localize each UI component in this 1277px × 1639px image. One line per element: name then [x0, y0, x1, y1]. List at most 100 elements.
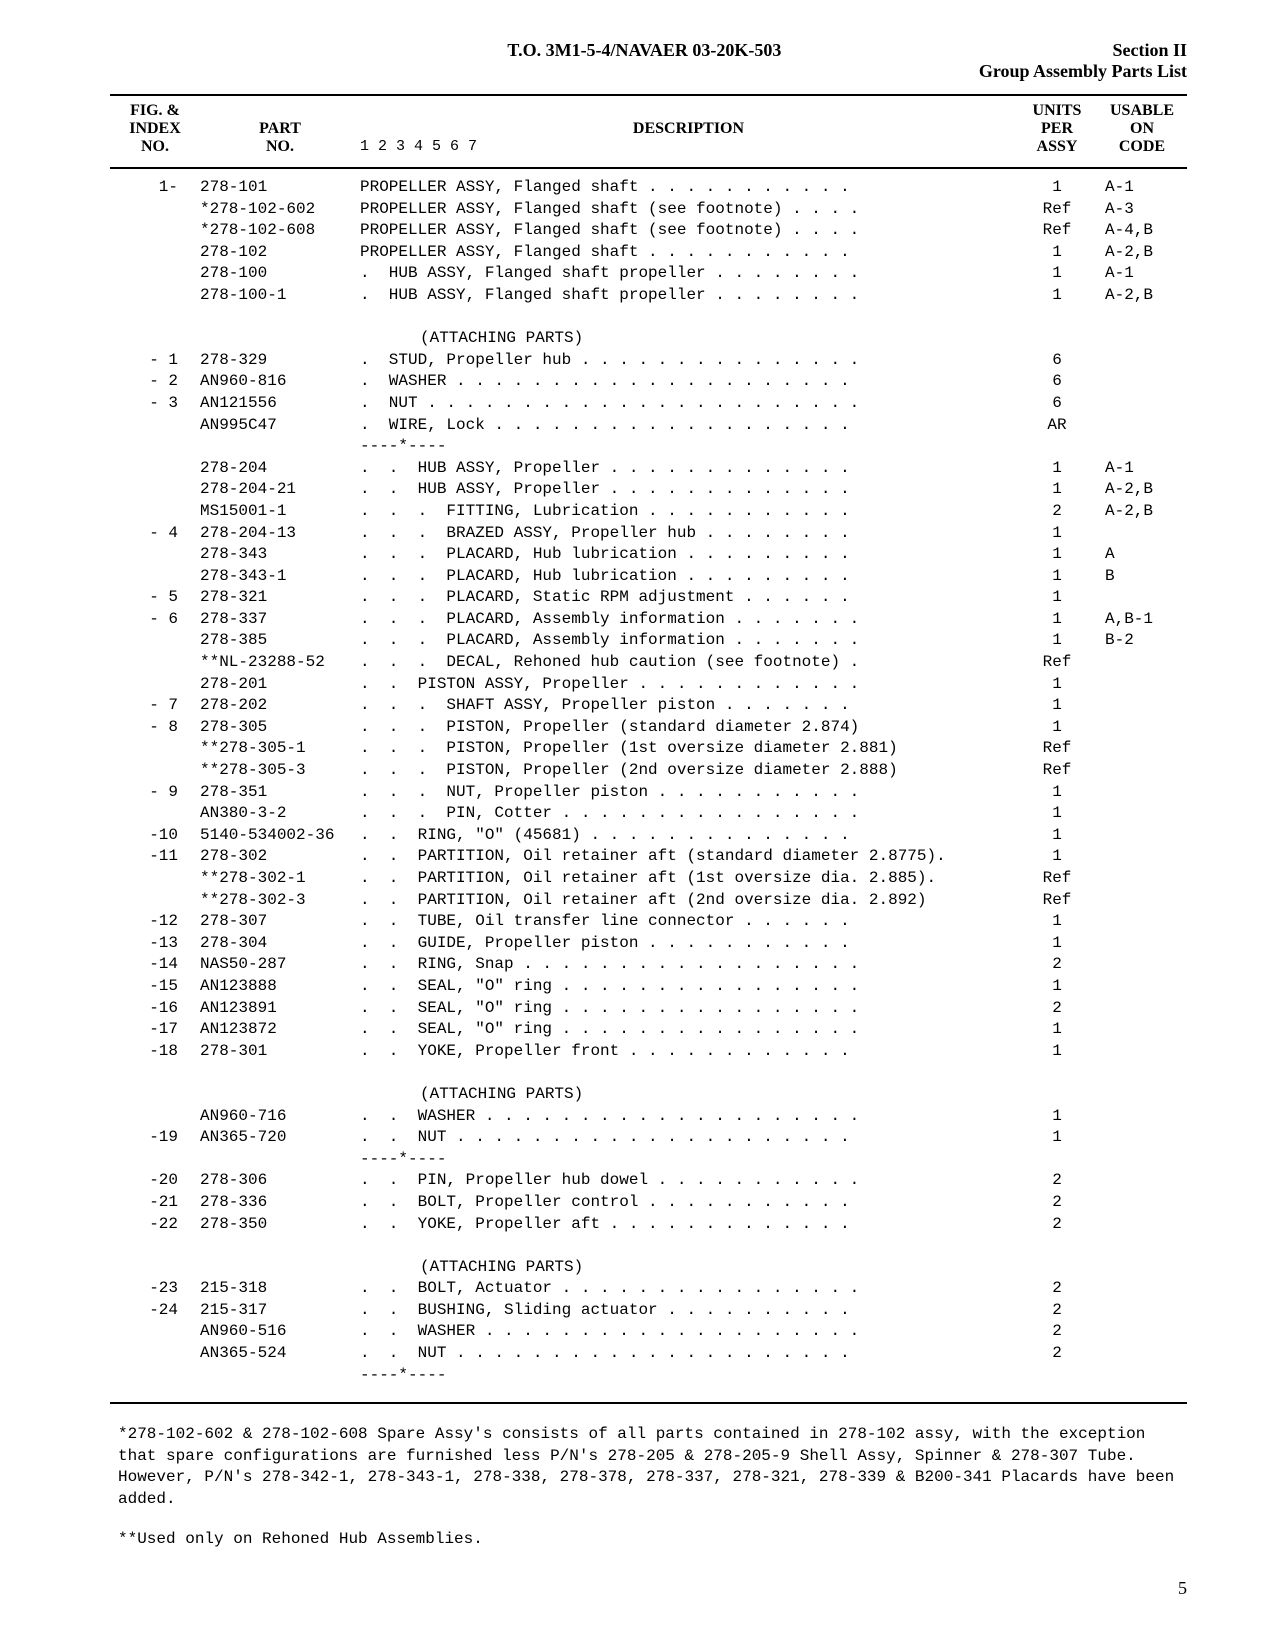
- part-number: **278-305-3: [200, 760, 360, 782]
- fig-index: -14: [110, 954, 200, 976]
- table-row: - 1278-329. STUD, Propeller hub . . . . …: [110, 350, 1187, 372]
- usable-on-code: [1097, 1343, 1187, 1365]
- table-row: 278-204. . HUB ASSY, Propeller . . . . .…: [110, 458, 1187, 480]
- part-number: 278-302: [200, 846, 360, 868]
- fig-index: - 5: [110, 587, 200, 609]
- table-row: -14NAS50-287. . RING, Snap . . . . . . .…: [110, 954, 1187, 976]
- fig-index: [110, 674, 200, 696]
- fig-index: [110, 285, 200, 307]
- table-row: -12278-307. . TUBE, Oil transfer line co…: [110, 911, 1187, 933]
- fig-index: -15: [110, 976, 200, 998]
- part-number: AN365-720: [200, 1127, 360, 1149]
- units-per-assy: 1: [1017, 566, 1097, 588]
- part-number: AN123888: [200, 976, 360, 998]
- units-per-assy: 2: [1017, 1343, 1097, 1365]
- usable-on-code: [1097, 738, 1187, 760]
- units-per-assy: Ref: [1017, 652, 1097, 674]
- part-number: 278-343-1: [200, 566, 360, 588]
- fig-index: [110, 803, 200, 825]
- usable-on-code: [1097, 1278, 1187, 1300]
- table-row: *278-102-608PROPELLER ASSY, Flanged shaf…: [110, 220, 1187, 242]
- part-number: 278-202: [200, 695, 360, 717]
- description: . HUB ASSY, Flanged shaft propeller . . …: [360, 263, 1017, 285]
- part-number: 278-343: [200, 544, 360, 566]
- part-number: 278-304: [200, 933, 360, 955]
- footnote-2: **Used only on Rehoned Hub Assemblies.: [118, 1529, 1179, 1551]
- usable-on-code: [1097, 1041, 1187, 1063]
- fig-index: [110, 890, 200, 912]
- footnotes: *278-102-602 & 278-102-608 Spare Assy's …: [110, 1424, 1187, 1550]
- section-heading: (ATTACHING PARTS): [110, 1257, 1187, 1279]
- table-row: - 6278-337. . . PLACARD, Assembly inform…: [110, 609, 1187, 631]
- part-number: 278-204-13: [200, 523, 360, 545]
- part-number: MS15001-1: [200, 501, 360, 523]
- col-fig: FIG. & INDEX NO.: [110, 102, 200, 161]
- description: . . . BRAZED ASSY, Propeller hub . . . .…: [360, 523, 1017, 545]
- table-row: 1-278-101PROPELLER ASSY, Flanged shaft .…: [110, 177, 1187, 199]
- units-per-assy: 2: [1017, 501, 1097, 523]
- units-per-assy: 1: [1017, 803, 1097, 825]
- table-row: **278-305-3. . . PISTON, Propeller (2nd …: [110, 760, 1187, 782]
- table-header: FIG. & INDEX NO. PART NO. DESCRIPTION 1 …: [110, 96, 1187, 169]
- section-line1: Section II: [979, 40, 1187, 61]
- doc-id: T.O. 3M1-5-4/NAVAER 03-20K-503: [310, 40, 979, 82]
- units-per-assy: 1: [1017, 695, 1097, 717]
- table-row: - 7278-202. . . SHAFT ASSY, Propeller pi…: [110, 695, 1187, 717]
- table-row: AN380-3-2. . . PIN, Cotter . . . . . . .…: [110, 803, 1187, 825]
- fig-index: - 9: [110, 782, 200, 804]
- units-per-assy: 1: [1017, 630, 1097, 652]
- table-row: 278-100-1. HUB ASSY, Flanged shaft prope…: [110, 285, 1187, 307]
- description: . . PARTITION, Oil retainer aft (2nd ove…: [360, 890, 1017, 912]
- usable-on-code: [1097, 954, 1187, 976]
- description: . HUB ASSY, Flanged shaft propeller . . …: [360, 285, 1017, 307]
- usable-on-code: [1097, 393, 1187, 415]
- usable-on-code: B: [1097, 566, 1187, 588]
- table-row: AN960-716. . WASHER . . . . . . . . . . …: [110, 1106, 1187, 1128]
- table-row: 278-343-1. . . PLACARD, Hub lubrication …: [110, 566, 1187, 588]
- fig-index: -17: [110, 1019, 200, 1041]
- table-row: - 2AN960-816. WASHER . . . . . . . . . .…: [110, 371, 1187, 393]
- units-per-assy: 1: [1017, 1041, 1097, 1063]
- units-per-assy: 6: [1017, 393, 1097, 415]
- fig-index: - 6: [110, 609, 200, 631]
- fig-index: [110, 868, 200, 890]
- fig-index: [110, 738, 200, 760]
- table-row: - 5278-321. . . PLACARD, Static RPM adju…: [110, 587, 1187, 609]
- units-per-assy: 1: [1017, 674, 1097, 696]
- usable-on-code: B-2: [1097, 630, 1187, 652]
- table-row: **NL-23288-52. . . DECAL, Rehoned hub ca…: [110, 652, 1187, 674]
- usable-on-code: [1097, 371, 1187, 393]
- units-per-assy: 1: [1017, 609, 1097, 631]
- usable-on-code: A-4,B: [1097, 220, 1187, 242]
- part-number: **278-305-1: [200, 738, 360, 760]
- description: . . BOLT, Actuator . . . . . . . . . . .…: [360, 1278, 1017, 1300]
- usable-on-code: [1097, 933, 1187, 955]
- part-number: 278-100-1: [200, 285, 360, 307]
- table-row: -22278-350. . YOKE, Propeller aft . . . …: [110, 1214, 1187, 1236]
- fig-index: [110, 652, 200, 674]
- usable-on-code: [1097, 1127, 1187, 1149]
- fig-index: -12: [110, 911, 200, 933]
- fig-index: -13: [110, 933, 200, 955]
- fig-index: - 4: [110, 523, 200, 545]
- page-header: T.O. 3M1-5-4/NAVAER 03-20K-503 Section I…: [110, 40, 1187, 82]
- fig-index: [110, 458, 200, 480]
- col-part: PART NO.: [200, 102, 360, 161]
- table-row: **278-302-1. . PARTITION, Oil retainer a…: [110, 868, 1187, 890]
- units-per-assy: 1: [1017, 458, 1097, 480]
- description: . . SEAL, "O" ring . . . . . . . . . . .…: [360, 976, 1017, 998]
- table-row: - 9278-351. . . NUT, Propeller piston . …: [110, 782, 1187, 804]
- table-row: 278-100. HUB ASSY, Flanged shaft propell…: [110, 263, 1187, 285]
- part-number: 278-336: [200, 1192, 360, 1214]
- fig-index: - 7: [110, 695, 200, 717]
- description: PROPELLER ASSY, Flanged shaft (see footn…: [360, 220, 1017, 242]
- part-number: AN960-716: [200, 1106, 360, 1128]
- table-body: 1-278-101PROPELLER ASSY, Flanged shaft .…: [110, 169, 1187, 1402]
- usable-on-code: [1097, 1106, 1187, 1128]
- separator: ----*----: [110, 1365, 1187, 1387]
- table-row: -18278-301. . YOKE, Propeller front . . …: [110, 1041, 1187, 1063]
- fig-index: -19: [110, 1127, 200, 1149]
- usable-on-code: A: [1097, 544, 1187, 566]
- description: . WASHER . . . . . . . . . . . . . . . .…: [360, 371, 1017, 393]
- part-number: 278-305: [200, 717, 360, 739]
